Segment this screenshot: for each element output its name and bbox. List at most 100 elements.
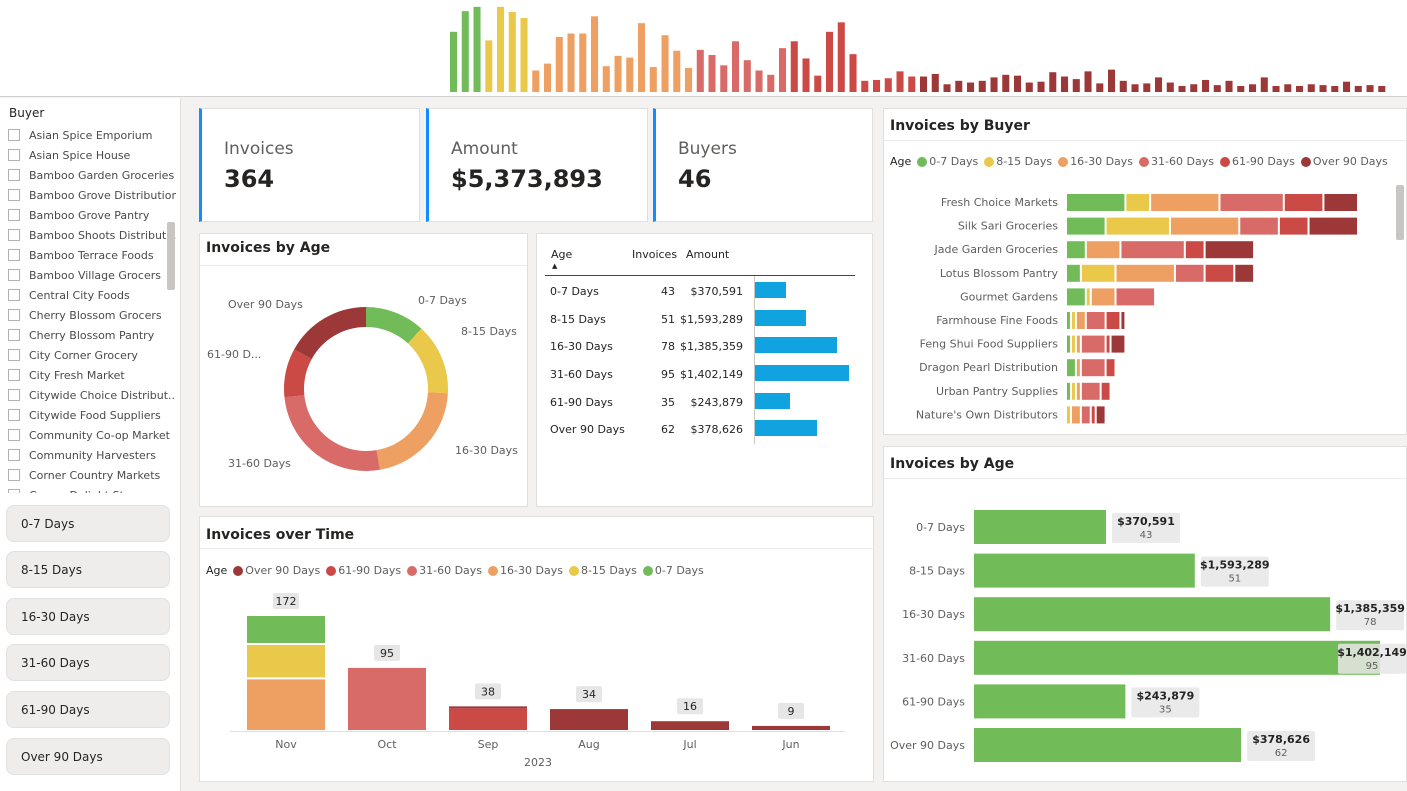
- buyer-bar-segment[interactable]: [1121, 312, 1125, 329]
- histogram-bar[interactable]: [1166, 82, 1174, 92]
- donut-slice[interactable]: [284, 307, 448, 471]
- histogram-bar[interactable]: [1084, 71, 1092, 92]
- histogram-bar[interactable]: [1178, 85, 1186, 92]
- buyer-bar-segment[interactable]: [1081, 406, 1090, 424]
- histogram-bar[interactable]: [1319, 85, 1327, 92]
- histogram-bar[interactable]: [814, 75, 822, 92]
- histogram-bar[interactable]: [908, 76, 916, 92]
- buyer-bar-segment[interactable]: [1067, 264, 1080, 282]
- buyer-slicer-item[interactable]: Citywide Choice Distribut...: [8, 385, 176, 405]
- time-chart-card[interactable]: Invoices over Time Age Over 90 Days 61-90…: [199, 516, 874, 782]
- buyer-bar-segment[interactable]: [1081, 359, 1105, 377]
- buyer-bar-segment[interactable]: [1121, 241, 1184, 259]
- histogram-bar[interactable]: [1378, 85, 1386, 92]
- histogram-bar[interactable]: [1296, 85, 1304, 92]
- histogram-bar[interactable]: [1366, 85, 1374, 92]
- legend-item[interactable]: 61-90 Days: [1219, 155, 1295, 168]
- buyer-slicer-item[interactable]: City Corner Grocery: [8, 345, 176, 365]
- histogram-bar[interactable]: [661, 35, 669, 92]
- age-table-row[interactable]: 0-7 Days 43 $370,591: [545, 276, 855, 304]
- buyer-bar-segment[interactable]: [1071, 382, 1075, 400]
- legend-item[interactable]: 0-7 Days: [642, 564, 704, 577]
- buyer-bar-segment[interactable]: [1086, 312, 1105, 329]
- histogram-bar[interactable]: [1002, 74, 1010, 92]
- time-bar-segment[interactable]: [752, 725, 830, 730]
- time-bar-segment[interactable]: [247, 679, 325, 730]
- histogram-bar[interactable]: [802, 58, 810, 92]
- age-button-61-90[interactable]: 61-90 Days: [6, 691, 170, 728]
- checkbox[interactable]: [8, 369, 20, 381]
- legend-item[interactable]: 31-60 Days: [1139, 155, 1214, 168]
- histogram-bar[interactable]: [720, 65, 728, 92]
- age-bar[interactable]: [974, 553, 1195, 588]
- histogram-bar[interactable]: [931, 73, 939, 92]
- checkbox[interactable]: [8, 149, 20, 161]
- buyer-bar-segment[interactable]: [1111, 335, 1125, 353]
- histogram-bar[interactable]: [520, 18, 528, 92]
- histogram-bar[interactable]: [1354, 85, 1362, 92]
- buyer-slicer-item[interactable]: City Fresh Market: [8, 365, 176, 385]
- buyer-bar-segment[interactable]: [1279, 217, 1308, 235]
- time-bar-segment[interactable]: [550, 709, 628, 730]
- buyer-bar-segment[interactable]: [1076, 335, 1080, 353]
- buyer-bar-segment[interactable]: [1067, 312, 1070, 329]
- histogram-bar[interactable]: [1272, 85, 1280, 92]
- buyer-slicer-item[interactable]: Citywide Food Suppliers: [8, 405, 176, 425]
- legend-item[interactable]: 16-30 Days: [488, 564, 563, 577]
- checkbox[interactable]: [8, 389, 20, 401]
- histogram-bar[interactable]: [555, 36, 563, 92]
- time-bar-segment[interactable]: [449, 706, 527, 709]
- donut-slice[interactable]: [284, 307, 448, 471]
- histogram-bar[interactable]: [1284, 84, 1292, 92]
- donut-chart[interactable]: 0-7 Days 8-15 Days 16-30 Days 31-60 Days…: [200, 234, 529, 508]
- buyer-bar-segment[interactable]: [1086, 241, 1120, 259]
- checkbox[interactable]: [8, 229, 20, 241]
- histogram-bar[interactable]: [1260, 77, 1268, 92]
- histogram-bar[interactable]: [626, 57, 634, 92]
- age-button-16-30[interactable]: 16-30 Days: [6, 598, 170, 635]
- histogram-bar[interactable]: [450, 31, 458, 92]
- buyer-bar-segment[interactable]: [1067, 359, 1075, 377]
- donut-card[interactable]: Invoices by Age 0-7 Days 8-15 Days 16-30…: [199, 233, 528, 507]
- histogram-bar[interactable]: [767, 74, 775, 92]
- buyer-bar-segment[interactable]: [1324, 194, 1358, 211]
- buyer-bar-segment[interactable]: [1067, 194, 1125, 211]
- histogram-bar[interactable]: [696, 49, 704, 92]
- histogram-bar[interactable]: [884, 78, 892, 92]
- sort-arrow-icon[interactable]: ▲: [552, 262, 558, 270]
- buyer-chart-scrollbar[interactable]: [1396, 185, 1404, 240]
- buyer-bar-segment[interactable]: [1067, 288, 1085, 306]
- histogram-bar[interactable]: [779, 48, 787, 92]
- buyer-slicer-item[interactable]: Bamboo Shoots Distributi...: [8, 225, 176, 245]
- age-bar-card[interactable]: Invoices by Age 0-7 Days $370,591 43 8-15 D…: [883, 446, 1407, 782]
- time-bar-segment[interactable]: [449, 708, 527, 730]
- histogram-bar[interactable]: [1155, 77, 1163, 92]
- histogram-bar[interactable]: [1190, 84, 1198, 92]
- buyer-bar-segment[interactable]: [1151, 194, 1219, 211]
- checkbox[interactable]: [8, 409, 20, 421]
- histogram-bar[interactable]: [1061, 76, 1069, 92]
- checkbox[interactable]: [8, 169, 20, 181]
- age-table-header-age[interactable]: Age: [551, 248, 573, 261]
- histogram-bar[interactable]: [461, 11, 469, 92]
- age-button-31-60[interactable]: 31-60 Days: [6, 644, 170, 681]
- buyer-bar-segment[interactable]: [1284, 194, 1323, 211]
- histogram-bar[interactable]: [591, 16, 599, 92]
- histogram-bar[interactable]: [579, 33, 587, 92]
- buyer-slicer-item[interactable]: Community Harvesters: [8, 445, 176, 465]
- age-button-over-90[interactable]: Over 90 Days: [6, 738, 170, 775]
- histogram-bar[interactable]: [673, 50, 681, 92]
- legend-item[interactable]: 0-7 Days: [917, 155, 978, 168]
- histogram-bar[interactable]: [1237, 85, 1245, 92]
- buyer-slicer-item[interactable]: Bamboo Terrace Foods: [8, 245, 176, 265]
- donut-slice[interactable]: [284, 307, 448, 471]
- histogram-bar[interactable]: [614, 55, 622, 92]
- legend-item[interactable]: 61-90 Days: [326, 564, 401, 577]
- histogram-bar[interactable]: [943, 84, 951, 92]
- histogram-bar[interactable]: [1049, 72, 1057, 92]
- buyer-bar-segment[interactable]: [1071, 335, 1075, 353]
- buyer-bar-segment[interactable]: [1071, 312, 1075, 329]
- donut-slice[interactable]: [284, 307, 448, 471]
- histogram-bar[interactable]: [861, 80, 869, 92]
- checkbox[interactable]: [8, 489, 20, 493]
